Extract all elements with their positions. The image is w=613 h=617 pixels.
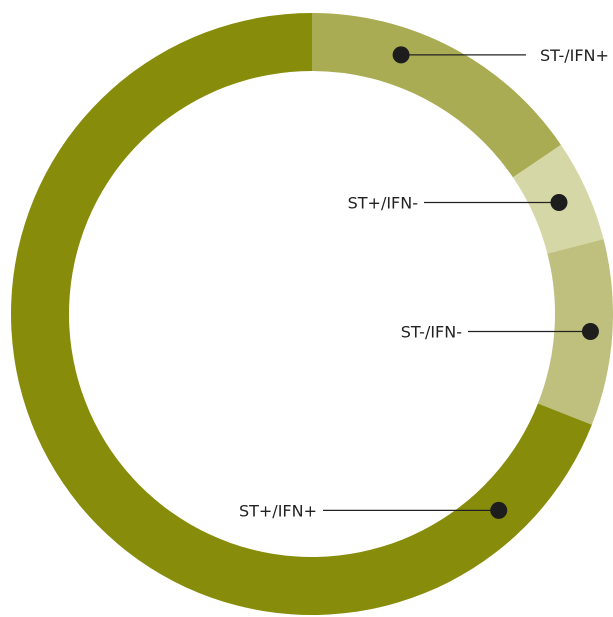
callout-dot-st-ifn [490, 501, 508, 519]
donut-slices [11, 13, 613, 615]
slice-st-ifn [312, 13, 561, 178]
slice-label-st-ifn: ST+/IFN+ [239, 501, 317, 520]
callout-dot-st-ifn [392, 46, 410, 64]
slice-label-st-ifn: ST-/IFN- [401, 323, 462, 342]
callout-dot-st-ifn [550, 193, 568, 211]
callout-dot-st-ifn [581, 323, 599, 341]
slice-label-st-ifn: ST+/IFN- [348, 193, 418, 212]
slice-label-st-ifn: ST-/IFN+ [540, 46, 609, 65]
callouts: ST-/IFN+ ST+/IFN- ST-/IFN- ST+/IFN+ [239, 46, 609, 520]
